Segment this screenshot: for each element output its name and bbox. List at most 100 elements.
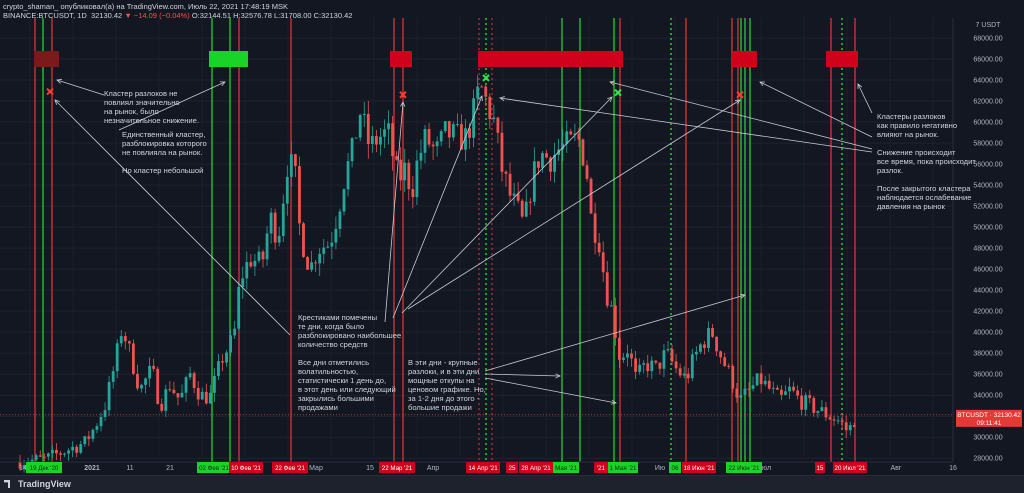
- candlestick-series: [18, 74, 856, 473]
- date-tag: 22 Фев '21: [275, 465, 305, 472]
- candle-body: [634, 358, 637, 372]
- price-tick: 48000.00: [973, 246, 1002, 253]
- tradingview-icon: [4, 480, 10, 488]
- time-tick: Апр: [427, 465, 439, 472]
- time-tick: 15: [366, 465, 374, 472]
- tradingview-logo[interactable]: TradingView: [4, 479, 71, 489]
- date-tag-bg: [506, 462, 518, 473]
- candle-body: [703, 344, 706, 348]
- candle-body: [225, 352, 228, 363]
- brand-label: TradingView: [18, 479, 71, 489]
- annotation-arrow: [499, 97, 873, 153]
- candle-body: [711, 328, 714, 337]
- date-tag: Мая '21: [555, 465, 577, 472]
- date-tag: 25: [509, 465, 516, 472]
- candle-body: [350, 138, 354, 162]
- candle-body: [532, 161, 536, 202]
- ohlc-high: H:32576.78: [233, 11, 272, 20]
- candle-body: [796, 390, 799, 396]
- candle-body: [832, 419, 836, 421]
- candle-body: [30, 459, 34, 464]
- arrow-head: [609, 80, 615, 86]
- candle-body: [622, 357, 625, 360]
- candle-body: [123, 336, 127, 342]
- candle-body: [245, 262, 249, 279]
- candle-body: [719, 351, 723, 358]
- cross-mark: [46, 87, 54, 96]
- candle-body: [828, 417, 832, 420]
- note-crosses: Крестиками помечены те дни, когда было р…: [298, 313, 402, 412]
- unlock-clusters: [34, 51, 858, 68]
- candle-body: [370, 136, 374, 144]
- candle-body: [294, 154, 297, 167]
- candle-body: [650, 360, 654, 372]
- candle-body: [18, 461, 22, 469]
- candle-body: [524, 201, 528, 217]
- candle-body: [403, 162, 407, 181]
- arrow-head: [555, 373, 561, 379]
- candle-body: [824, 407, 828, 418]
- candle-body: [192, 373, 196, 389]
- candle-body: [662, 350, 666, 369]
- candle-body: [42, 456, 46, 458]
- candle-body: [208, 392, 212, 404]
- candle-body: [237, 286, 241, 329]
- price-tag: [956, 409, 1022, 427]
- candle-body: [500, 132, 504, 172]
- candle-body: [739, 395, 743, 398]
- candle-body: [188, 373, 192, 378]
- candle-body: [597, 242, 601, 253]
- candle-body: [723, 357, 727, 366]
- candle-body: [549, 157, 552, 172]
- publish-info: crypto_shaman_ опубликовал(а) на Trading…: [3, 2, 289, 11]
- arrow-head: [607, 96, 613, 102]
- price-tick: 56000.00: [973, 162, 1002, 169]
- candle-body: [626, 353, 629, 358]
- candle-body: [411, 189, 415, 198]
- candle-body: [836, 420, 840, 422]
- annotation-arrows: [54, 78, 873, 405]
- arrow-head: [219, 81, 226, 87]
- annotation-arrow: [407, 99, 741, 310]
- price-tick: 30000.00: [973, 435, 1002, 442]
- candle-body: [613, 305, 617, 338]
- date-tag-bg: [197, 462, 231, 473]
- candle-body: [589, 178, 593, 214]
- time-tick: 2021: [84, 465, 100, 472]
- candle-body: [848, 425, 852, 431]
- candle-body: [605, 272, 609, 306]
- date-tag-bg: [229, 462, 263, 473]
- price-tick: 54000.00: [973, 183, 1002, 190]
- candle-body: [87, 436, 91, 439]
- candle-body: [751, 385, 755, 389]
- candle-body: [852, 425, 856, 428]
- candle-body: [666, 349, 670, 351]
- candle-body: [391, 123, 394, 157]
- candle-body: [99, 416, 103, 427]
- candle-body: [338, 211, 342, 229]
- time-tick: 14: [19, 465, 27, 472]
- candle-body: [743, 388, 747, 396]
- date-tag-bg: [553, 462, 579, 473]
- cross-mark: [736, 91, 744, 99]
- candle-body: [476, 86, 480, 99]
- candle-body: [646, 363, 650, 372]
- symbol-name[interactable]: BINANCE:BTCUSDT, 1D: [3, 11, 87, 20]
- candle-body: [763, 380, 767, 385]
- candle-body: [431, 144, 435, 147]
- candle-body: [213, 375, 216, 393]
- candle-body: [472, 98, 475, 138]
- candle-body: [91, 429, 95, 439]
- candle-body: [176, 393, 180, 398]
- candle-body: [678, 368, 682, 376]
- arrow-head: [400, 101, 406, 107]
- date-tag-bg: [466, 462, 500, 473]
- candle-body: [537, 161, 540, 168]
- candle-body: [375, 136, 378, 145]
- cross-mark: [482, 74, 490, 82]
- candle-body: [456, 124, 459, 126]
- ohlc-open: O:32144.51: [191, 11, 232, 20]
- candle-body: [22, 465, 26, 469]
- candle-body: [326, 246, 330, 248]
